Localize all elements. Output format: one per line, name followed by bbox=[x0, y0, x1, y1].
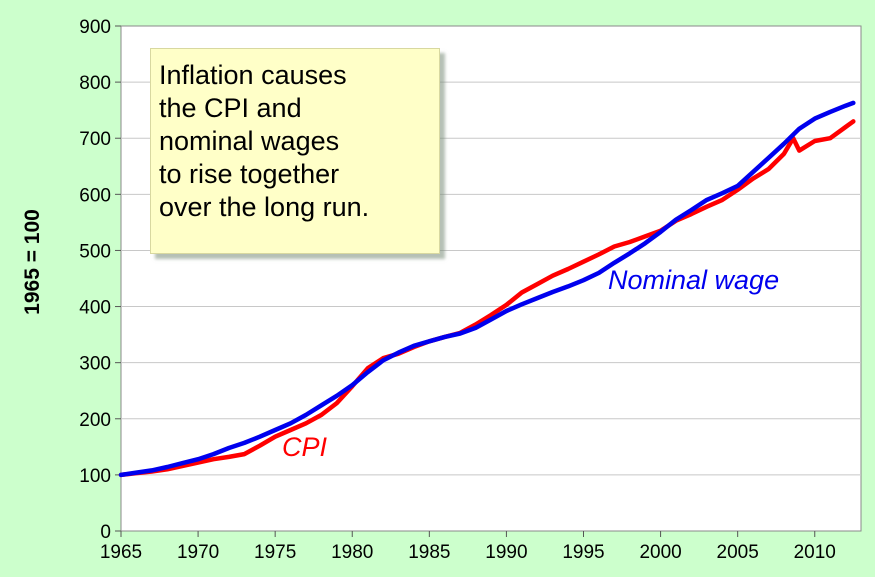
y-axis-label: 1965 = 100 bbox=[21, 209, 44, 315]
y-tick-label: 900 bbox=[79, 17, 111, 38]
series-label-cpi: CPI bbox=[282, 432, 328, 462]
x-tick-label: 1990 bbox=[485, 542, 527, 563]
y-tick-label: 200 bbox=[79, 410, 111, 431]
series-lines bbox=[118, 100, 856, 478]
annotation-line: nominal wages bbox=[159, 126, 340, 156]
annotation-line: to rise together bbox=[159, 159, 340, 189]
y-tick-label: 700 bbox=[79, 129, 111, 150]
annotation-line: Inflation causes bbox=[159, 60, 347, 90]
y-tick-label: 300 bbox=[79, 354, 111, 375]
x-tick-label: 1965 bbox=[100, 542, 142, 563]
annotation-line: the CPI and bbox=[159, 93, 302, 123]
x-tick-label: 2000 bbox=[639, 542, 681, 563]
x-tick-label: 1995 bbox=[562, 542, 604, 563]
series-line-nominal-wage bbox=[118, 100, 856, 478]
y-tick-label: 600 bbox=[79, 185, 111, 206]
y-tick-label: 800 bbox=[79, 73, 111, 94]
y-tick-label: 500 bbox=[79, 241, 111, 262]
x-tick-label: 2005 bbox=[717, 542, 759, 563]
x-tick-label: 1970 bbox=[177, 542, 219, 563]
y-axis-ticks: 0 100 200 300 400 500 600 700 800 900 bbox=[79, 17, 121, 543]
x-tick-label: 1985 bbox=[408, 542, 450, 563]
y-tick-label: 400 bbox=[79, 298, 111, 319]
y-tick-label: 0 bbox=[100, 522, 111, 543]
annotation-box: Inflation causes the CPI and nominal wag… bbox=[150, 48, 440, 254]
x-tick-label: 2010 bbox=[794, 542, 836, 563]
x-tick-label: 1975 bbox=[254, 542, 296, 563]
annotation-line: over the long run. bbox=[159, 192, 370, 222]
series-label-nominal-wage: Nominal wage bbox=[608, 265, 779, 295]
y-tick-label: 100 bbox=[79, 466, 111, 487]
series-line-cpi bbox=[118, 119, 856, 478]
x-axis-ticks: 1965 1970 1975 1980 1985 1990 1995 2000 2005 2010 bbox=[100, 531, 836, 563]
x-tick-label: 1980 bbox=[331, 542, 373, 563]
